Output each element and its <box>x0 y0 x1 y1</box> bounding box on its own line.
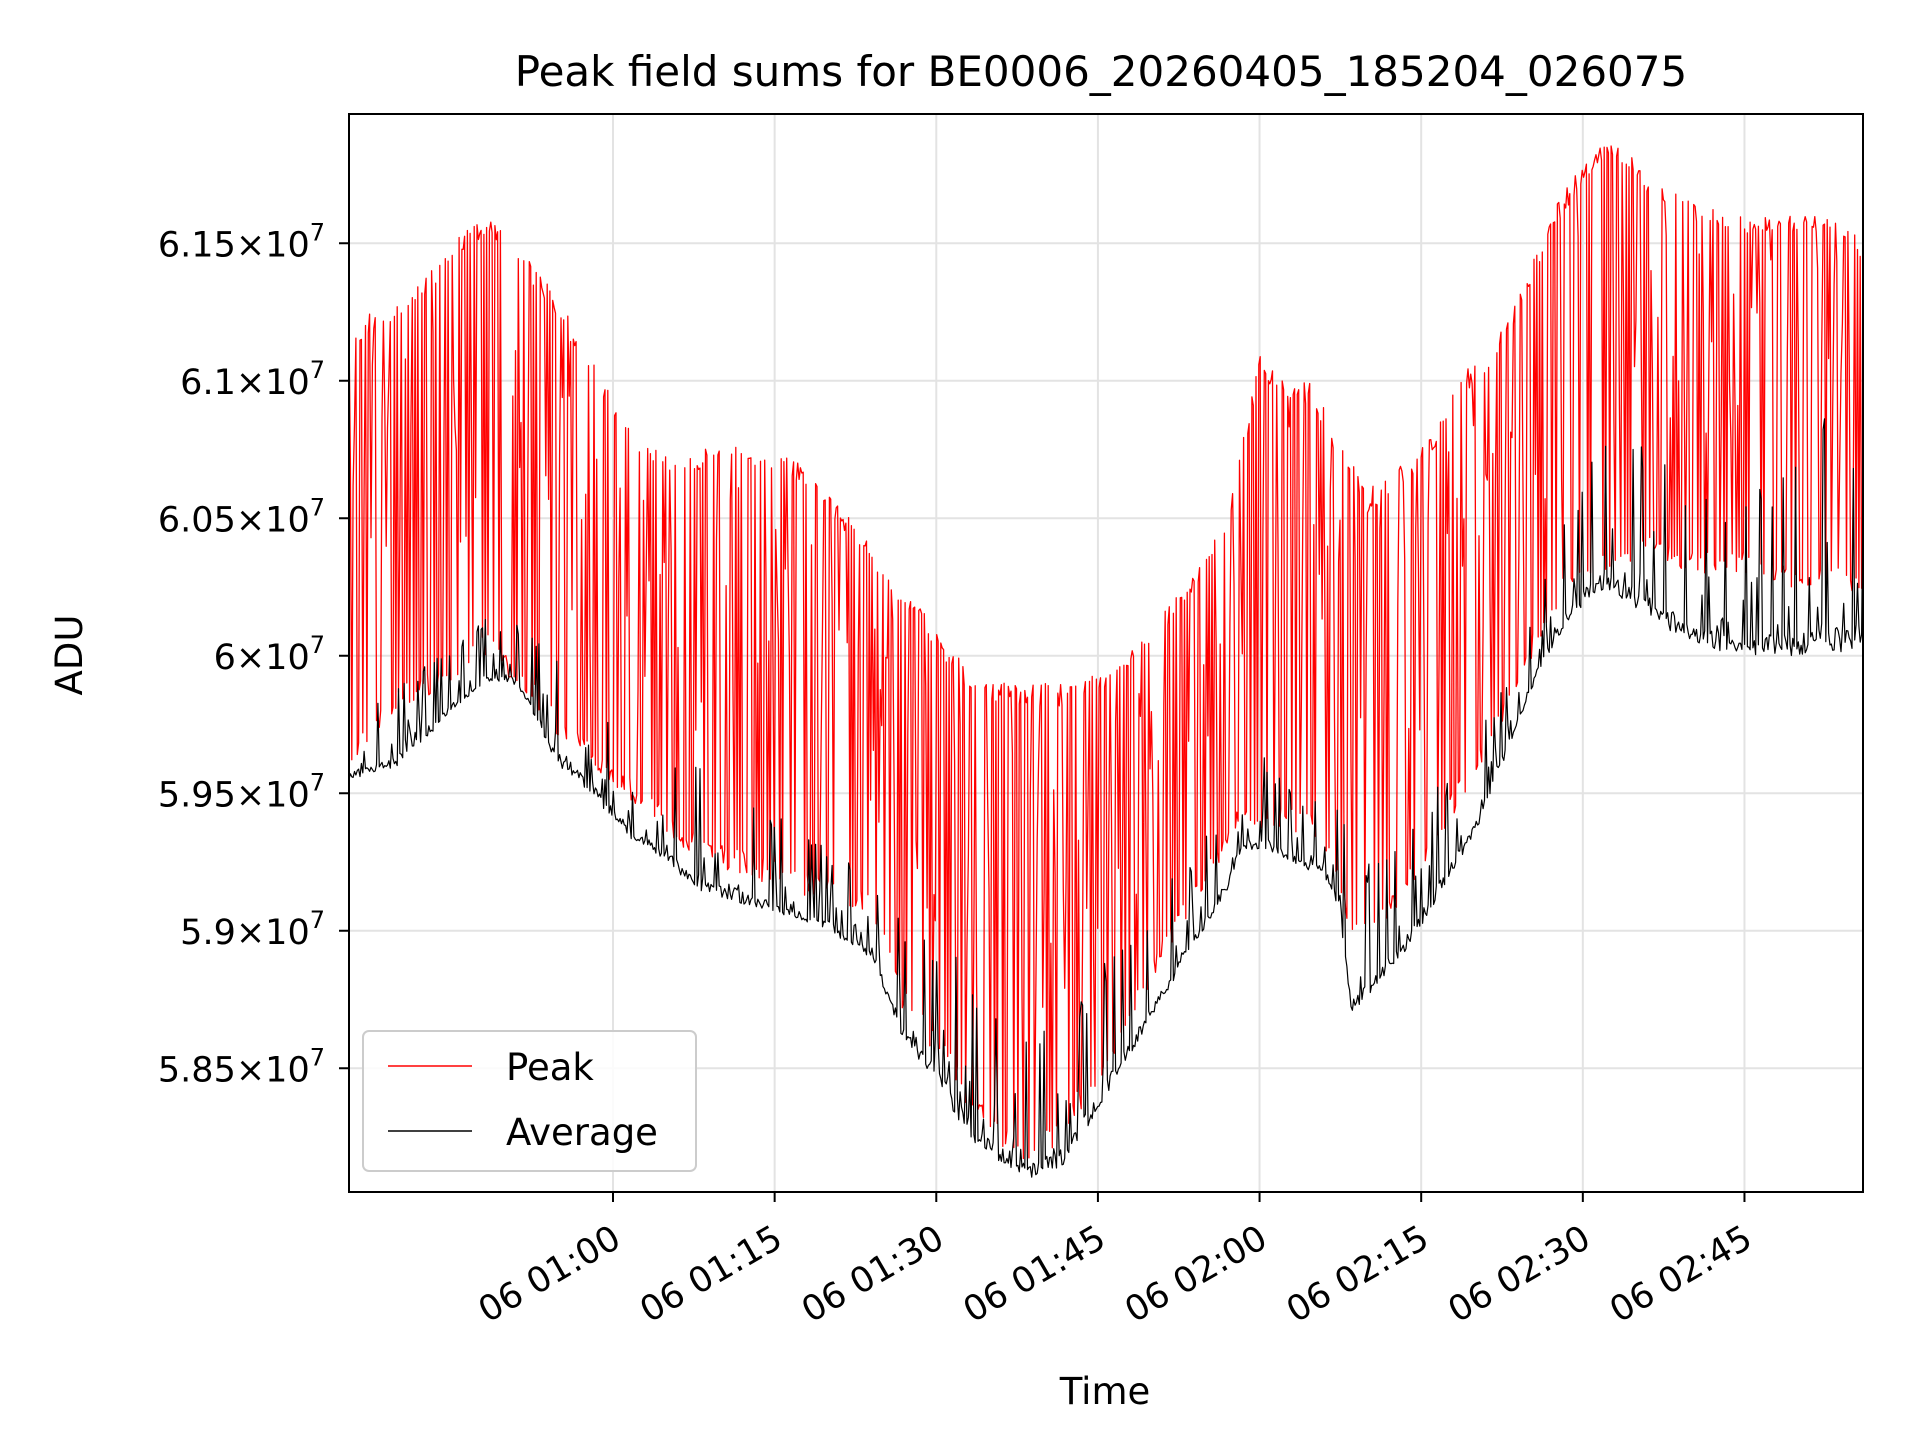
y-tick-times: ×10 <box>236 225 310 265</box>
y-tick-times: ×10 <box>236 1050 310 1090</box>
y-tick-times: ×10 <box>236 913 310 953</box>
y-tick-times: ×10 <box>236 363 310 403</box>
y-tick-label: 6.05×107 <box>158 493 325 540</box>
x-axis-label: Time <box>1059 1370 1151 1413</box>
y-tick-mantissa: 6.1 <box>180 363 236 403</box>
y-tick-exponent: 7 <box>310 906 325 934</box>
y-tick-mantissa: 6.15 <box>158 225 236 265</box>
series-layer <box>349 145 1863 1178</box>
y-tick-label: 5.85×107 <box>158 1043 325 1090</box>
y-tick-label: 6×107 <box>214 631 325 678</box>
y-tick-mantissa: 5.85 <box>158 1050 236 1090</box>
legend-label-average: Average <box>506 1111 658 1154</box>
y-tick-times: ×10 <box>236 638 310 678</box>
y-tick-times: ×10 <box>236 500 310 540</box>
y-tick-exponent: 7 <box>310 218 325 246</box>
plot-frame <box>348 113 1864 1193</box>
y-tick-exponent: 7 <box>310 631 325 659</box>
y-axis-label: ADU <box>48 615 91 696</box>
y-tick-times: ×10 <box>236 775 310 815</box>
legend: Peak Average <box>362 1030 697 1172</box>
y-tick-label: 5.95×107 <box>158 768 325 815</box>
series-line-average <box>349 418 1863 1178</box>
y-tick-exponent: 7 <box>310 768 325 796</box>
series-line-peak <box>349 145 1863 1160</box>
y-tick-exponent: 7 <box>310 1043 325 1071</box>
chart-title: Peak field sums for BE0006_20260405_1852… <box>515 47 1687 96</box>
y-tick-exponent: 7 <box>310 493 325 521</box>
y-tick-label: 6.15×107 <box>158 218 325 265</box>
y-tick-mantissa: 5.9 <box>180 913 236 953</box>
legend-label-peak: Peak <box>506 1046 594 1089</box>
y-axis: 5.85×1075.9×1075.95×1076×1076.05×1076.1×… <box>158 218 349 1090</box>
y-tick-label: 5.9×107 <box>180 906 325 953</box>
y-tick-mantissa: 5.95 <box>158 775 236 815</box>
y-tick-mantissa: 6.05 <box>158 500 236 540</box>
y-tick-label: 6.1×107 <box>180 356 325 403</box>
y-tick-exponent: 7 <box>310 356 325 384</box>
y-tick-mantissa: 6 <box>214 638 236 678</box>
